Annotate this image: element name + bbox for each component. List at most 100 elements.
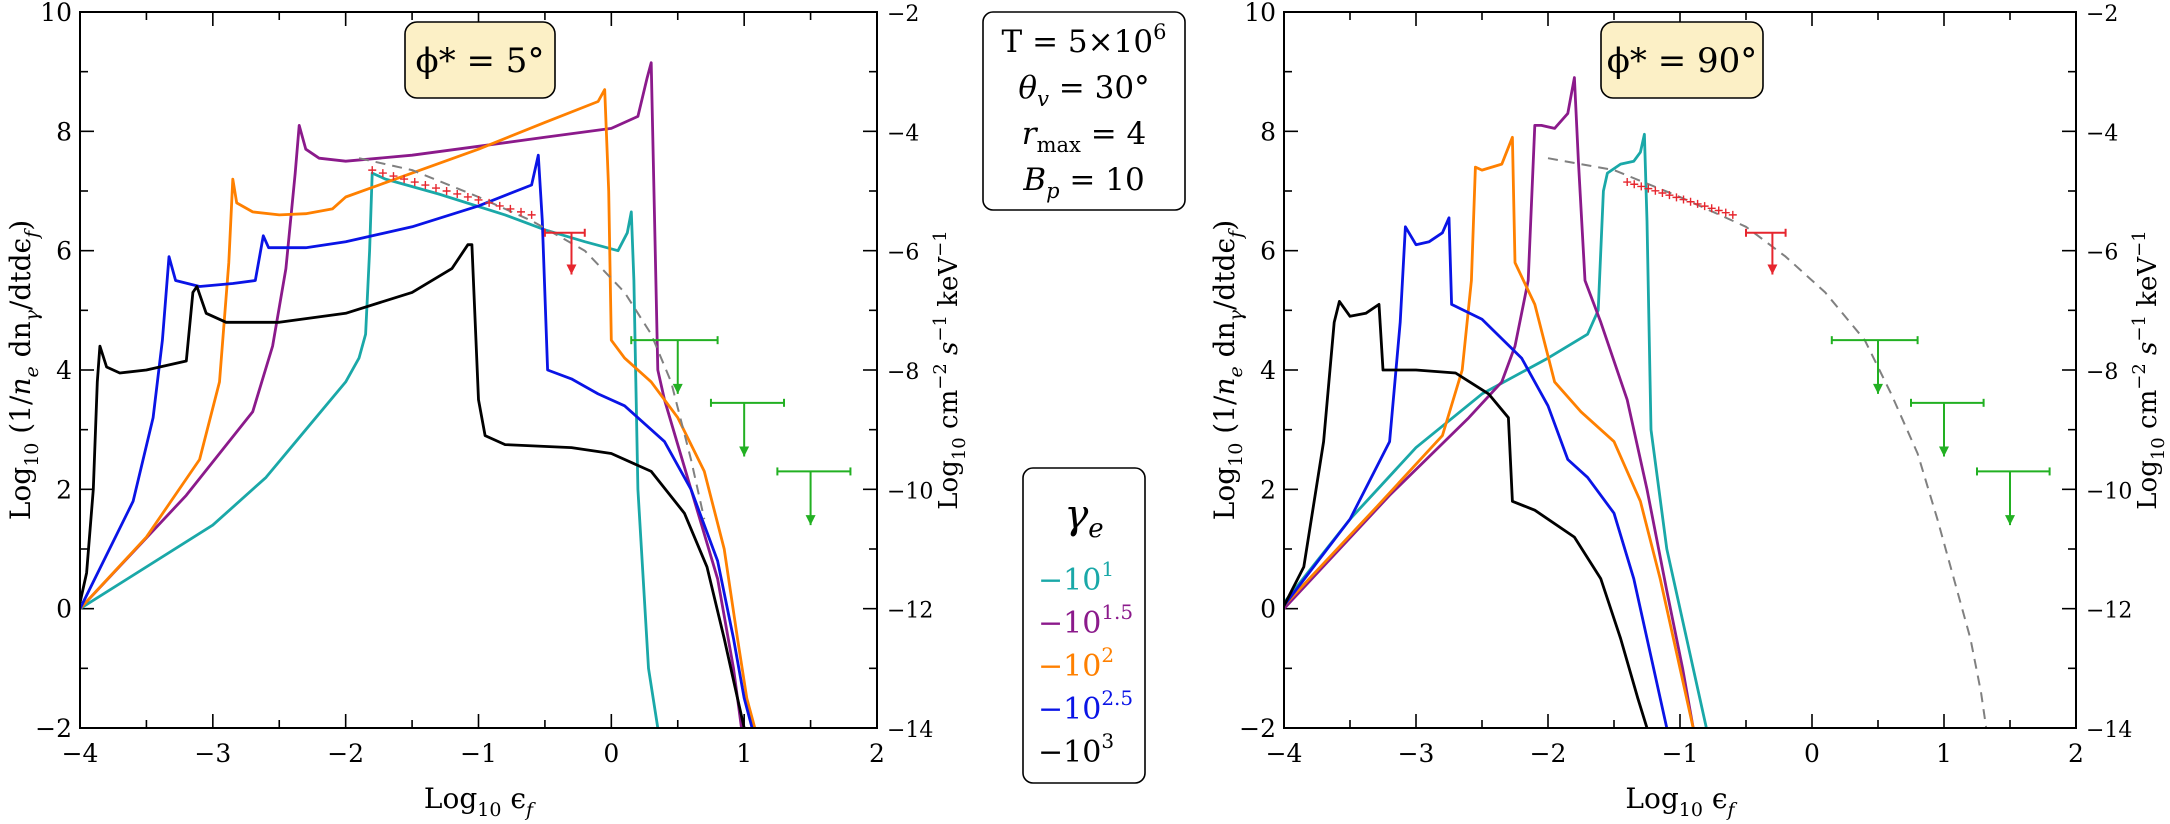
x-tick-label: −2 — [1530, 739, 1567, 768]
data-point — [368, 166, 377, 175]
x-tick-label: −1 — [1662, 739, 1699, 768]
data-point — [1644, 184, 1653, 193]
y-tick-label: 2 — [1260, 475, 1276, 504]
left-panel: −4 −3 −2 −1 0 1 2−20246810−14−12−10−8−6−4−2Log… — [4, 0, 970, 821]
y2-tick-label: −8 — [887, 360, 919, 385]
y2-tick-label: −10 — [2086, 479, 2132, 504]
y-tick-label: 8 — [1260, 117, 1276, 146]
panel-title: ϕ* = 90° — [1600, 21, 1764, 99]
data-point — [527, 210, 536, 219]
upper-limit — [630, 336, 719, 394]
model-curve — [1547, 157, 1988, 728]
data-point — [400, 175, 409, 184]
data-point — [485, 198, 494, 207]
data-point — [474, 195, 483, 204]
x-tick-label: −4 — [1266, 739, 1303, 768]
param-theta: θv = 30° — [1018, 70, 1149, 111]
y-tick-label: 10 — [40, 0, 72, 27]
panel-title-text: ϕ* = 5° — [416, 41, 545, 81]
upper-limit — [1910, 398, 1985, 457]
series-line-10-1_5 — [80, 61, 743, 728]
data-point — [1651, 186, 1660, 195]
series-line-10-3 — [80, 243, 746, 728]
data-point — [463, 192, 472, 201]
data-point — [1630, 180, 1639, 189]
right-panel: −4 −3 −2 −1 0 1 2−20246810−14−12−10−8−6−4−2Log… — [1208, 0, 2169, 821]
data-point — [378, 169, 387, 178]
y-tick-label: 2 — [56, 475, 72, 504]
legend-title: γe — [1064, 492, 1103, 544]
y2-tick-label: −12 — [2086, 599, 2132, 624]
x-tick-label: 1 — [1936, 739, 1952, 768]
y-axis-label-left: Log10 (1/ne dnγ/dtdϵf) — [4, 220, 43, 520]
x-tick-label: 2 — [869, 739, 885, 768]
y-tick-label: 0 — [56, 595, 72, 624]
y2-tick-label: −8 — [2086, 360, 2118, 385]
y-tick-label: 6 — [56, 237, 72, 266]
series-line-10-1 — [80, 171, 660, 728]
data-point — [1637, 182, 1646, 191]
x-tick-label: −3 — [194, 739, 231, 768]
data-point — [410, 178, 419, 187]
y-tick-label: 4 — [56, 356, 72, 385]
plot-area — [1284, 76, 2051, 728]
y-tick-label: 0 — [1260, 595, 1276, 624]
y2-tick-label: −2 — [2086, 2, 2118, 27]
data-point — [421, 181, 430, 190]
series-line-10-3 — [1284, 300, 1649, 728]
x-tick-label: −1 — [460, 739, 497, 768]
upper-limit — [1976, 467, 2051, 526]
model-curve — [358, 157, 706, 520]
y-tick-label: 4 — [1260, 356, 1276, 385]
data-point — [1658, 188, 1667, 197]
x-tick-label: 2 — [2068, 739, 2084, 768]
data-point — [1721, 208, 1730, 217]
parameters-box: T = 5×106 θv = 30° rmax = 4 Bp = 10 — [982, 11, 1186, 211]
data-point — [1672, 193, 1681, 202]
y-tick-label: 8 — [56, 117, 72, 146]
y2-tick-label: −14 — [2086, 718, 2132, 743]
data-point — [1665, 191, 1674, 200]
legend: γe −101−101.5−102−102.5−103 — [1022, 467, 1146, 784]
x-tick-label: −3 — [1398, 739, 1435, 768]
legend-item: −102 — [1038, 643, 1114, 684]
data-point — [431, 184, 440, 193]
x-tick-label: −2 — [327, 739, 364, 768]
data-point — [1693, 199, 1702, 208]
data-point — [1714, 206, 1723, 215]
upper-limit — [1830, 336, 1919, 394]
x-tick-label: 0 — [1804, 739, 1820, 768]
data-point — [506, 204, 515, 213]
legend-item: −101 — [1038, 557, 1114, 598]
y2-tick-label: −6 — [887, 241, 919, 266]
x-tick-label: 0 — [603, 739, 619, 768]
param-bp: Bp = 10 — [1022, 162, 1144, 203]
series-line-10-2_5 — [80, 153, 754, 728]
series-line-10-2 — [80, 88, 757, 728]
y-axis-label-left: Log10 (1/ne dnγ/dtdϵf) — [1208, 220, 1247, 520]
y2-tick-label: −12 — [887, 599, 933, 624]
plot-frame — [79, 11, 878, 729]
param-rmax: rmax = 4 — [1022, 116, 1147, 157]
upper-limit — [776, 467, 852, 526]
plot-area — [80, 61, 852, 728]
y2-tick-label: −10 — [887, 479, 933, 504]
series-line-10-1 — [1284, 132, 1708, 728]
x-axis-label: Log10 ϵf — [1625, 782, 1737, 820]
data-point — [389, 172, 398, 181]
param-temperature: T = 5×106 — [1002, 20, 1167, 60]
plot-frame — [1283, 11, 2077, 729]
y-tick-label: 6 — [1260, 237, 1276, 266]
data-point — [517, 207, 526, 216]
y-tick-label: −2 — [1239, 714, 1276, 743]
y2-tick-label: −2 — [887, 2, 919, 27]
y2-tick-label: −14 — [887, 718, 933, 743]
y2-tick-label: −6 — [2086, 241, 2118, 266]
y2-tick-label: −4 — [887, 121, 919, 146]
x-axis-label: Log10 ϵf — [424, 782, 536, 820]
upper-limit — [1745, 228, 1787, 275]
data-point — [1700, 202, 1709, 211]
data-point — [1707, 204, 1716, 213]
legend-item: −101.5 — [1038, 600, 1133, 641]
